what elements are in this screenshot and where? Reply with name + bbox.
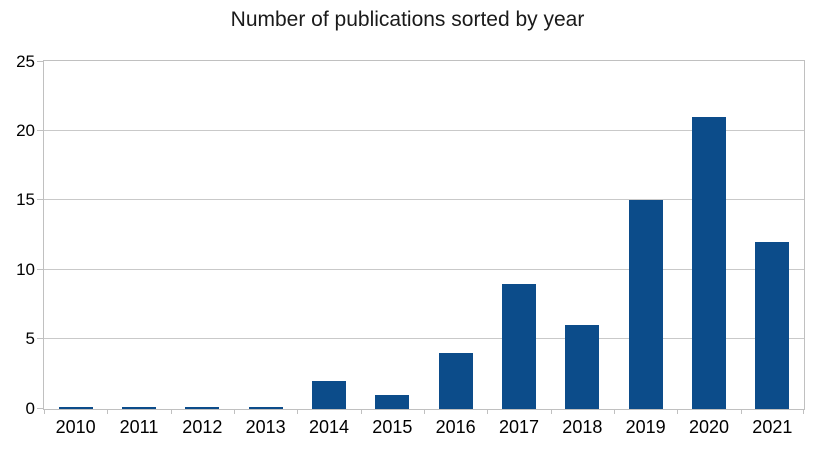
y-axis-tick — [37, 61, 43, 62]
x-tick-label: 2017 — [498, 417, 540, 437]
y-tick-label: 20 — [16, 121, 35, 140]
x-tick-label: 2018 — [562, 417, 603, 437]
y-axis-tick — [37, 130, 43, 131]
x-axis-tick — [424, 409, 425, 414]
x-tick-label: 2014 — [308, 417, 350, 437]
x-tick-label: 2010 — [55, 417, 96, 437]
x-tick-label: 2013 — [245, 417, 286, 437]
x-axis-tick — [551, 409, 552, 414]
y-axis-tick — [37, 269, 43, 270]
x-axis-tick — [44, 409, 45, 414]
y-axis-tick — [37, 408, 43, 409]
y-gridline — [44, 130, 804, 131]
y-gridline — [44, 199, 804, 200]
x-axis-tick — [803, 409, 804, 414]
bar-2015 — [375, 395, 409, 409]
bar-2021 — [755, 242, 789, 409]
x-axis-tick — [297, 409, 298, 414]
x-tick-label: 2021 — [752, 417, 793, 437]
plot-area: 0 5 10 15 20 25 2010 2011 2012 2013 2014 2015 2016 20… — [16, 52, 805, 437]
y-tick-label: 15 — [16, 190, 35, 209]
x-axis-tick — [361, 409, 362, 414]
bar-2016 — [439, 353, 473, 409]
x-tick-label: 2015 — [372, 417, 413, 437]
bar-2019 — [629, 200, 663, 409]
x-tick-label: 2019 — [625, 417, 666, 437]
x-tick-label: 2020 — [688, 417, 730, 437]
y-axis-tick — [37, 199, 43, 200]
bar-2018 — [565, 325, 599, 409]
y-axis-tick — [37, 338, 43, 339]
x-tick-label: 2016 — [435, 417, 476, 437]
y-tick-label: 0 — [25, 399, 35, 418]
y-tick-label: 10 — [16, 260, 35, 279]
bar-2014 — [312, 381, 346, 409]
bar-2017 — [502, 284, 536, 409]
x-axis-tick — [487, 409, 488, 414]
x-axis-tick — [741, 409, 742, 414]
y-tick-label: 25 — [16, 52, 35, 71]
bar-2010 — [59, 407, 93, 409]
bar-2020 — [692, 117, 726, 409]
y-gridline — [44, 269, 804, 270]
x-axis-tick — [107, 409, 108, 414]
chart-title: Number of publications sorted by year — [230, 8, 585, 31]
x-axis-tick — [171, 409, 172, 414]
bar-2013 — [249, 407, 283, 409]
x-axis-tick — [614, 409, 615, 414]
bar-2011 — [122, 407, 156, 409]
bar-2012 — [185, 407, 219, 409]
y-gridline — [44, 338, 804, 339]
x-tick-label: 2012 — [182, 417, 223, 437]
x-axis-tick — [234, 409, 235, 414]
x-tick-label: 2011 — [119, 417, 159, 437]
y-tick-label: 5 — [25, 329, 35, 348]
x-axis-tick — [677, 409, 678, 414]
